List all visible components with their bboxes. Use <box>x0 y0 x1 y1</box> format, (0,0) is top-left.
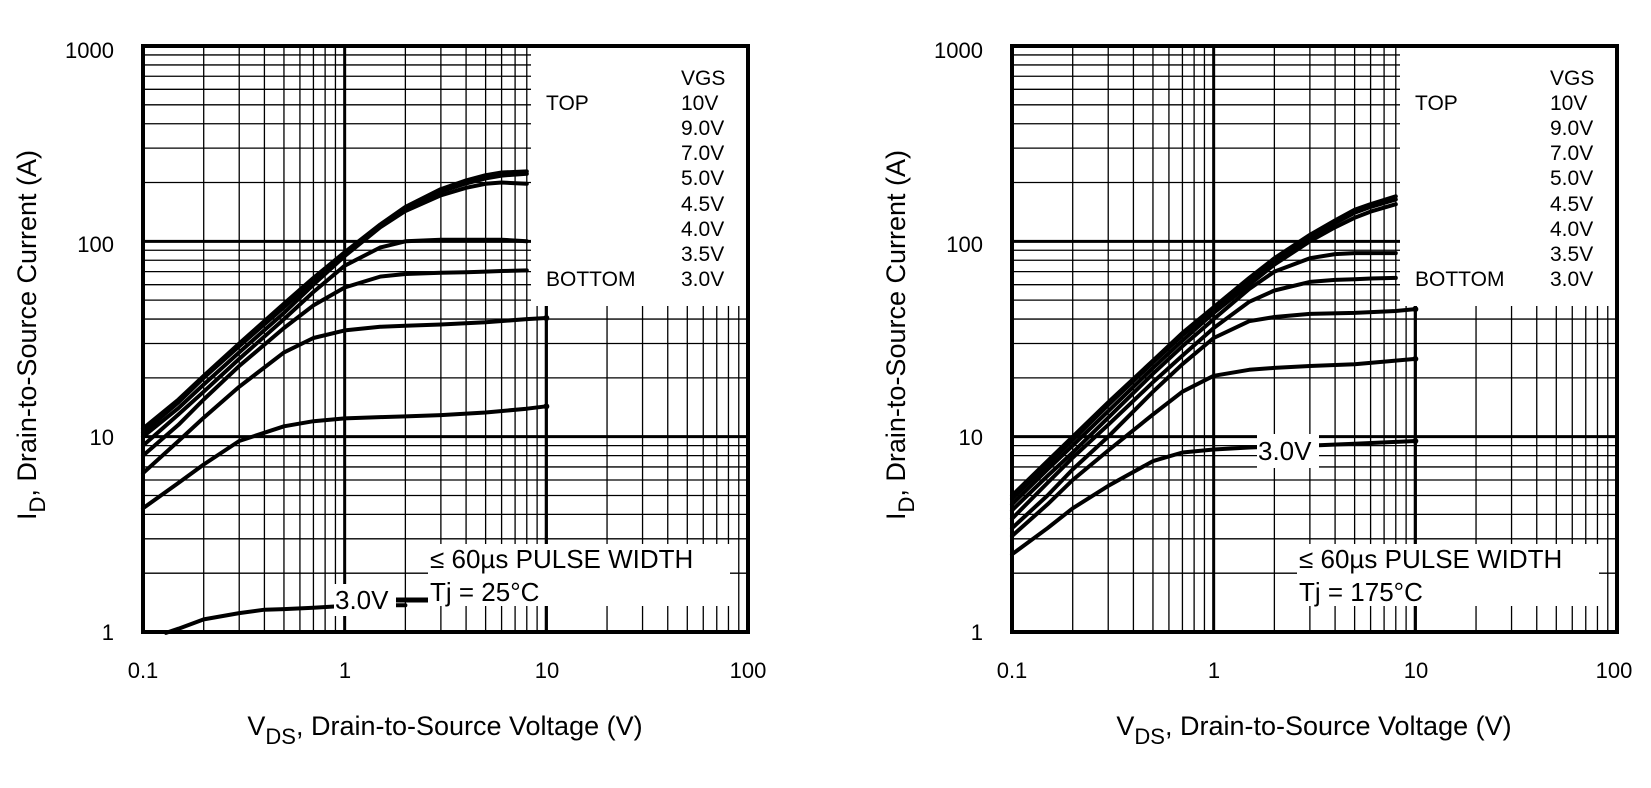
chart-right-ytick-label: 10 <box>959 425 983 450</box>
chart-right-temp-annotation: Tj = 175°C <box>1299 577 1423 607</box>
chart-left-legend-entry: 9.0V <box>681 117 724 140</box>
chart-right-legend-entry: 9.0V <box>1550 117 1593 140</box>
series-line-3-5v <box>1010 356 1418 538</box>
chart-left-legend-box <box>531 46 748 306</box>
chart-right-x-axis-label: VDS, Drain-to-Source Voltage (V) <box>1116 711 1511 749</box>
series-line-4-0v <box>141 316 549 476</box>
chart-right-legend: VGS TOP BOTTOM 10V 9.0V 7.0V 5.0V 4.5V 4… <box>1415 67 1594 291</box>
chart-left-yticks: 1000 100 10 1 <box>65 38 114 645</box>
series-line-5-0v <box>1010 251 1398 513</box>
chart-right-curve-label-backdrop <box>1257 434 1319 468</box>
chart-left-annotation-backdrop <box>428 544 730 606</box>
series-end-dot <box>1412 355 1419 362</box>
chart-left-temp-annotation: Tj = 25°C <box>430 577 539 607</box>
chart-left-ytick-label: 100 <box>77 232 114 257</box>
series-line-4-0v <box>1010 307 1418 531</box>
chart-right-legend-entry: 5.0V <box>1550 167 1593 190</box>
series-line-4-5v <box>141 268 529 458</box>
series-line-9-0v <box>1010 197 1398 501</box>
series-line-4-5v <box>1010 275 1398 521</box>
chart-left-legend-header: VGS <box>681 67 725 90</box>
chart-right: 1000 100 10 1 0.1 1 10 100 VDS, Drain-to… <box>881 38 1632 749</box>
chart-right-legend-box <box>1400 46 1617 306</box>
chart-left-x-axis-label: VDS, Drain-to-Source Voltage (V) <box>247 711 642 749</box>
chart-right-series <box>1010 194 1419 557</box>
chart-right-xtick-label: 1 <box>1208 658 1220 683</box>
chart-left-xtick-label: 10 <box>535 658 559 683</box>
chart-right-annotation-backdrop <box>1297 544 1599 606</box>
chart-left-legend-entry: 3.0V <box>681 268 724 291</box>
chart-right-curve-label: 3.0V <box>1258 436 1312 466</box>
chart-right-ytick-label: 1 <box>971 620 983 645</box>
chart-right-ytick-label: 1000 <box>934 38 983 63</box>
chart-left-plot-frame <box>141 44 750 634</box>
chart-right-legend-entry: 4.5V <box>1550 193 1593 216</box>
series-line-5-0v <box>141 237 529 448</box>
chart-right-xtick-label: 100 <box>1596 658 1633 683</box>
chart-left-legend-entry: 7.0V <box>681 142 724 165</box>
chart-right-legend-header: VGS <box>1550 67 1594 90</box>
chart-left-xticks: 0.1 1 10 100 <box>128 658 767 683</box>
series-end-dot <box>543 403 550 410</box>
chart-left-legend: VGS TOP BOTTOM 10V 9.0V 7.0V 5.0V 4.5V 4… <box>546 67 725 291</box>
chart-left-curve-label-backdrop <box>334 584 396 616</box>
chart-right-legend-entry: 4.0V <box>1550 218 1593 241</box>
chart-right-legend-entry: 7.0V <box>1550 142 1593 165</box>
chart-right-xtick-label: 0.1 <box>997 658 1028 683</box>
series-line-3-5v <box>141 404 549 511</box>
chart-left-pulse-annotation: ≤ 60µs PULSE WIDTH <box>430 544 693 574</box>
chart-left-ytick-label: 10 <box>90 425 114 450</box>
chart-right-legend-top-label: TOP <box>1415 92 1458 115</box>
chart-left-legend-bottom-label: BOTTOM <box>546 268 635 291</box>
series-line-3-0v <box>1010 439 1418 557</box>
chart-right-yticks: 1000 100 10 1 <box>934 38 983 645</box>
series-end-dot <box>1412 306 1419 313</box>
series-end-dot <box>543 315 550 322</box>
chart-left-ytick-label: 1 <box>102 620 114 645</box>
chart-left-ytick-label: 1000 <box>65 38 114 63</box>
chart-left-xtick-label: 0.1 <box>128 658 159 683</box>
chart-left-legend-entry: 3.5V <box>681 243 724 266</box>
chart-right-legend-bottom-label: BOTTOM <box>1415 268 1504 291</box>
chart-right-ytick-label: 100 <box>946 232 983 257</box>
chart-right-plot-frame <box>1010 44 1619 634</box>
chart-left: 1000 100 10 1 0.1 1 10 100 VDS, Drain-to… <box>12 38 766 749</box>
chart-right-legend-entry: 3.0V <box>1550 268 1593 291</box>
chart-left-legend-entry: 4.5V <box>681 193 724 216</box>
chart-left-curve-label: 3.0V <box>335 585 389 615</box>
chart-right-legend-entry: 3.5V <box>1550 243 1593 266</box>
chart-right-xticks: 0.1 1 10 100 <box>997 658 1633 683</box>
chart-right-y-axis-label: ID, Drain-to-Source Current (A) <box>881 150 919 520</box>
chart-left-y-axis-label: ID, Drain-to-Source Current (A) <box>12 150 50 520</box>
series-line-7-0v <box>141 180 529 439</box>
series-end-dot <box>1412 438 1419 445</box>
chart-left-legend-top-label: TOP <box>546 92 589 115</box>
series-line-7-0v <box>1010 202 1398 507</box>
chart-left-xtick-label: 100 <box>730 658 767 683</box>
chart-left-xtick-label: 1 <box>339 658 351 683</box>
chart-right-xtick-label: 10 <box>1404 658 1428 683</box>
chart-left-legend-entry: 5.0V <box>681 167 724 190</box>
chart-left-legend-entry: 10V <box>681 92 718 115</box>
chart-right-pulse-annotation: ≤ 60µs PULSE WIDTH <box>1299 544 1562 574</box>
chart-right-legend-entry: 10V <box>1550 92 1587 115</box>
chart-left-legend-entry: 4.0V <box>681 218 724 241</box>
